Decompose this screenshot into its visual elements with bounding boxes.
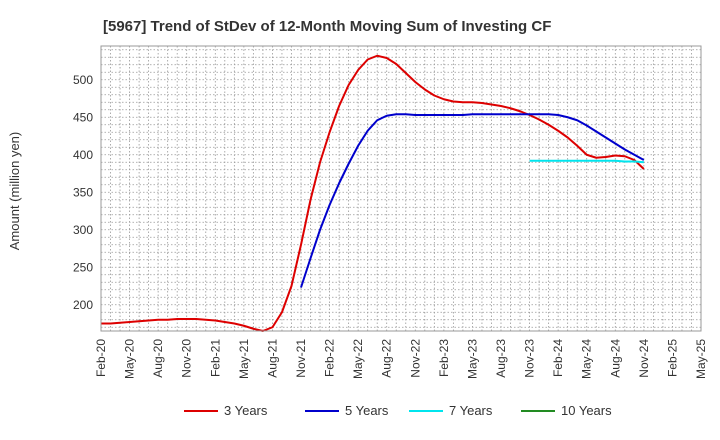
x-tick-label: Aug-21 [265, 339, 279, 378]
x-tick-label: May-25 [694, 339, 708, 379]
plot-series [101, 54, 645, 332]
x-tick-label: Feb-24 [551, 339, 565, 377]
x-tick-label: Aug-23 [494, 339, 508, 378]
legend-label: 10 Years [561, 403, 612, 418]
legend-label: 5 Years [345, 403, 389, 418]
y-axis-ticks: 200 250 300 350 400 450 500 [73, 73, 93, 312]
y-tick-label: 350 [73, 185, 93, 199]
x-tick-label: Nov-20 [180, 339, 194, 378]
x-tick-label: Aug-22 [380, 339, 394, 378]
y-tick-label: 450 [73, 110, 93, 124]
x-tick-label: Nov-23 [523, 339, 537, 378]
x-tick-label: May-24 [580, 339, 594, 379]
legend: 3 Years 5 Years 7 Years 10 Years [184, 403, 612, 418]
x-tick-label: Nov-21 [294, 339, 308, 378]
x-tick-label: May-22 [351, 339, 365, 379]
x-tick-label: Aug-20 [151, 339, 165, 378]
plot-frame [100, 45, 702, 332]
series-line-2 [300, 113, 645, 288]
x-tick-label: May-20 [123, 339, 137, 379]
y-tick-label: 400 [73, 148, 93, 162]
series-line-1 [101, 54, 645, 332]
x-axis-ticks: Feb-20 May-20 Aug-20 Nov-20 Feb-21 May-21 Aug-… [94, 339, 708, 379]
legend-label: 7 Years [449, 403, 493, 418]
x-tick-label: Nov-22 [408, 339, 422, 378]
series-line-3 [529, 159, 644, 164]
x-tick-label: Feb-21 [208, 339, 222, 377]
x-tick-label: Feb-22 [323, 339, 337, 377]
x-tick-label: Feb-25 [665, 339, 679, 377]
x-tick-label: May-23 [465, 339, 479, 379]
y-tick-label: 250 [73, 260, 93, 274]
y-axis-label: Amount (million yen) [7, 132, 22, 251]
chart-title: [5967] Trend of StDev of 12-Month Moving… [103, 18, 551, 35]
y-tick-label: 500 [73, 73, 93, 87]
y-tick-label: 200 [73, 298, 93, 312]
x-tick-label: Aug-24 [608, 339, 622, 378]
legend-label: 3 Years [224, 403, 268, 418]
x-tick-label: Feb-23 [437, 339, 451, 377]
x-tick-label: Nov-24 [637, 339, 651, 378]
grid [100, 46, 702, 331]
x-tick-label: Feb-20 [94, 339, 108, 377]
x-tick-label: May-21 [237, 339, 251, 379]
y-tick-label: 300 [73, 223, 93, 237]
